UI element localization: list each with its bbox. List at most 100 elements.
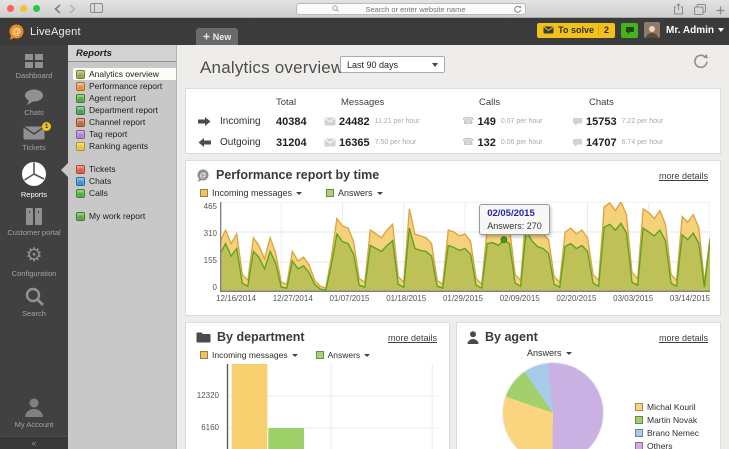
reports-sidebar: Reports Analytics overview Performance r…: [68, 45, 177, 449]
date-range-value: Last 90 days: [347, 59, 399, 70]
arrow-right-icon: [198, 117, 211, 126]
chevron-down-icon: [432, 62, 438, 67]
department-title: By department: [217, 330, 305, 344]
date-range-select[interactable]: Last 90 days: [340, 56, 445, 73]
zoom-window-button[interactable]: [33, 5, 40, 12]
liveagent-logo-icon: @: [9, 24, 24, 40]
new-tab-icon[interactable]: [716, 2, 725, 20]
sidebar-collapse-button[interactable]: «: [0, 436, 68, 449]
sidebar-item-configuration[interactable]: ⚙ Configuration: [11, 245, 57, 279]
legend-swatch: [315, 351, 324, 359]
agent-metric-dropdown[interactable]: Answers: [527, 348, 587, 358]
share-icon[interactable]: [673, 2, 684, 20]
sidebar-item-dashboard[interactable]: Dashboard: [0, 45, 68, 80]
performance-more-details-link[interactable]: more details: [658, 171, 708, 181]
my-work-report-icon: [76, 211, 85, 221]
minimize-window-button[interactable]: [20, 5, 27, 12]
app-bar: @ LiveAgent New To solve 2 Mr. Admin: [0, 18, 729, 45]
performance-chart-plot[interactable]: 02/05/2015 Answers: 270: [220, 202, 710, 292]
tag-report-icon: [76, 129, 85, 139]
sidebar-item-search[interactable]: Search: [0, 278, 68, 318]
tooltip-value: Answers: 270: [487, 221, 542, 231]
liveagent-bubble-icon: @: [197, 169, 209, 182]
main-content: Analytics overview in Last 90 days Total…: [177, 45, 729, 449]
menu-item-analytics-overview[interactable]: Analytics overview: [73, 68, 176, 80]
search-icon: [331, 4, 339, 14]
outgoing-total: 31204: [276, 136, 307, 149]
chat-status-button[interactable]: [621, 22, 639, 38]
channel-report-icon: [76, 117, 85, 127]
legend-incoming-messages[interactable]: Incoming messages: [200, 350, 298, 360]
sidebar-item-reports[interactable]: Reports: [0, 152, 68, 199]
sidebar-toggle-icon[interactable]: [90, 0, 103, 18]
close-window-button[interactable]: [7, 5, 14, 12]
tabs-overview-icon[interactable]: [694, 2, 706, 20]
chart-tooltip: 02/05/2015 Answers: 270: [479, 204, 550, 235]
to-solve-badge[interactable]: To solve 2: [537, 22, 616, 38]
envelope-icon: [324, 117, 336, 126]
collapse-icon: «: [31, 438, 37, 448]
ticket-envelope-icon: [543, 26, 554, 34]
menu-item-tickets[interactable]: Tickets: [73, 163, 176, 175]
tickets-menu-icon: [76, 164, 85, 174]
department-more-details-link[interactable]: more details: [387, 333, 437, 343]
user-avatar[interactable]: [644, 22, 661, 38]
folder-icon: [196, 332, 211, 343]
forward-icon[interactable]: [69, 3, 76, 14]
arrow-left-icon: [198, 138, 211, 147]
agent-more-details-link[interactable]: more details: [658, 333, 708, 343]
department-card: By department more details Incoming mess…: [185, 322, 450, 449]
user-menu[interactable]: Mr. Admin: [666, 25, 724, 36]
chevron-down-icon: [291, 353, 298, 357]
incoming-total: 40384: [276, 115, 307, 128]
menu-item-my-work-report[interactable]: My work report: [73, 210, 176, 222]
refresh-icon[interactable]: [693, 53, 709, 74]
new-button[interactable]: New: [196, 28, 238, 45]
user-name: Mr. Admin: [666, 24, 714, 36]
legend-item: Others: [635, 441, 699, 449]
primary-sidebar: Dashboard Chats 1 Tickets Reports Custom…: [0, 45, 68, 449]
menu-item-channel-report[interactable]: Channel report: [73, 116, 176, 128]
browser-chrome: [0, 0, 729, 18]
back-icon[interactable]: [54, 3, 61, 14]
menu-item-tag-report[interactable]: Tag report: [73, 128, 176, 140]
incoming-calls-rate: 0.07 per hour: [500, 118, 543, 125]
menu-item-calls[interactable]: Calls: [73, 187, 176, 199]
department-chart-svg: [226, 364, 439, 449]
outgoing-calls: 132: [477, 136, 496, 149]
sidebar-item-customer-portal[interactable]: Customer portal: [0, 199, 68, 237]
legend-answers[interactable]: Answers: [315, 350, 371, 360]
sidebar-item-tickets[interactable]: 1 Tickets: [0, 117, 68, 152]
reload-icon[interactable]: [513, 5, 522, 16]
performance-report-icon: [76, 81, 85, 91]
agent-report-icon: [76, 93, 85, 103]
svg-text:@: @: [12, 26, 21, 36]
reports-sidebar-title: Reports: [68, 45, 176, 62]
search-input[interactable]: [340, 4, 491, 14]
magnifier-icon: [25, 287, 44, 306]
menu-item-ranking-agents[interactable]: Ranking agents: [73, 140, 176, 152]
sidebar-item-chats[interactable]: Chats: [0, 80, 68, 117]
legend-incoming-messages[interactable]: Incoming messages: [200, 188, 303, 198]
calls-menu-icon: [76, 188, 85, 198]
x-axis-labels: 12/16/2014 12/27/2014 01/07/2015 01/18/201…: [216, 294, 710, 303]
performance-chart-svg: [220, 202, 710, 292]
col-header-calls: Calls: [479, 97, 501, 108]
tooltip-date: 02/05/2015: [487, 208, 535, 219]
legend-swatch: [635, 403, 643, 411]
legend-answers[interactable]: Answers: [326, 188, 383, 198]
phone-icon: ☎: [462, 115, 475, 127]
menu-item-agent-report[interactable]: Agent report: [73, 92, 176, 104]
department-chart-plot[interactable]: [222, 364, 439, 449]
agent-title: By agent: [485, 330, 538, 344]
legend-swatch: [200, 351, 208, 359]
menu-item-department-report[interactable]: Department report: [73, 104, 176, 116]
incoming-calls: 149: [477, 115, 496, 128]
menu-item-performance-report[interactable]: Performance report: [73, 80, 176, 92]
sidebar-item-my-account[interactable]: My Account: [0, 389, 68, 429]
page-title: Analytics overview in: [200, 58, 362, 77]
my-account-icon: [25, 398, 43, 417]
agent-pie[interactable]: [503, 363, 603, 449]
menu-item-chats[interactable]: Chats: [73, 175, 176, 187]
address-bar[interactable]: [296, 3, 526, 15]
